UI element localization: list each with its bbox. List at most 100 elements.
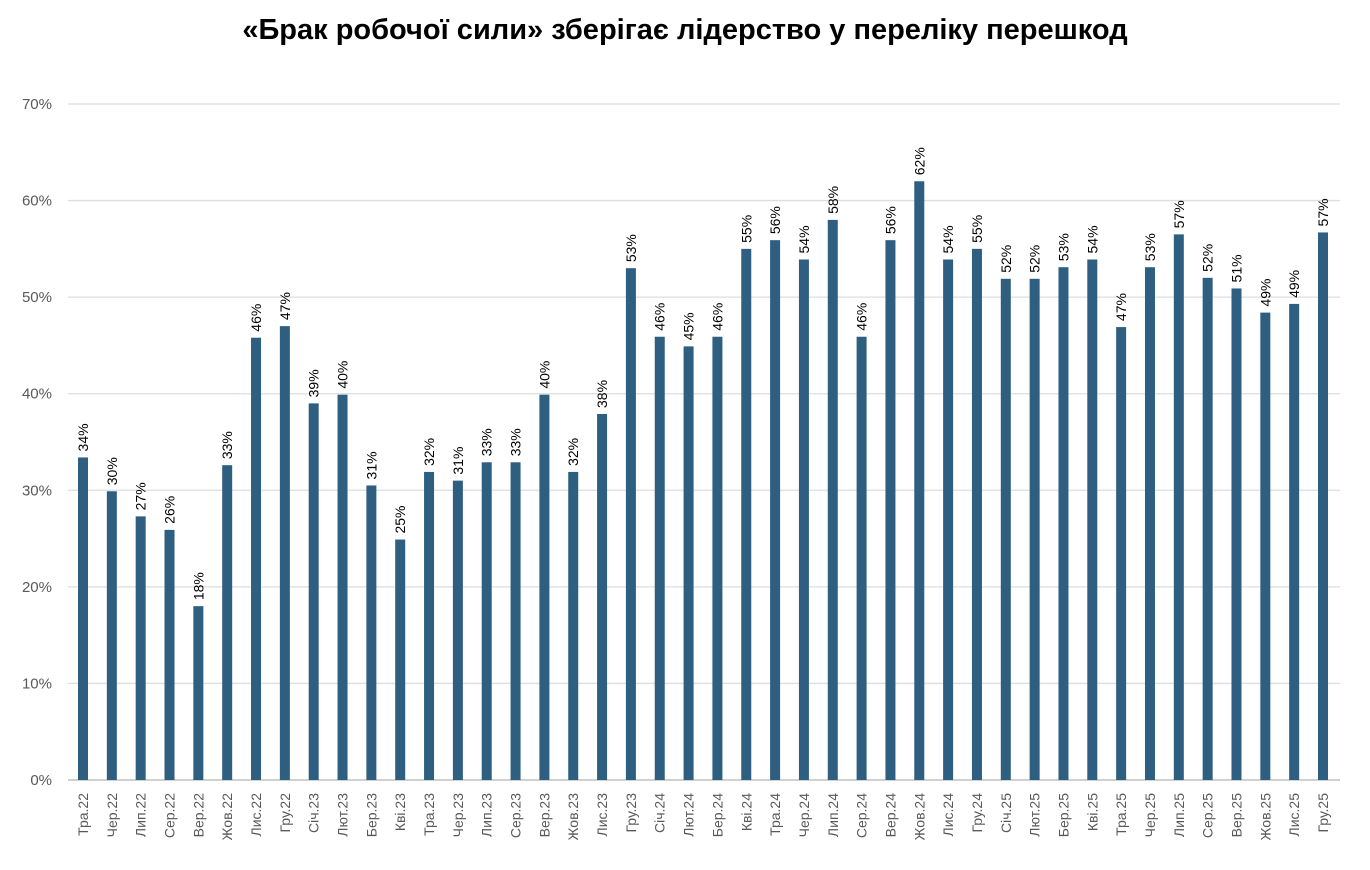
y-tick-label: 70% xyxy=(22,96,52,113)
bar xyxy=(539,394,550,780)
bar xyxy=(827,219,838,780)
data-label: 46% xyxy=(709,303,725,331)
data-label: 54% xyxy=(940,225,956,253)
data-label: 33% xyxy=(219,431,235,459)
data-label: 38% xyxy=(594,380,610,408)
x-tick-label: Тра.23 xyxy=(421,793,437,836)
x-tick-label: Гру.24 xyxy=(969,793,985,833)
bar xyxy=(1173,234,1184,780)
data-label: 31% xyxy=(450,447,466,475)
bar xyxy=(770,240,781,780)
x-tick-label: Бер.25 xyxy=(1055,793,1071,837)
x-tick-label: Січ.23 xyxy=(306,793,322,833)
bar xyxy=(135,516,146,780)
x-tick-label: Жов.23 xyxy=(565,793,581,841)
x-tick-label: Сер.25 xyxy=(1200,793,1216,838)
x-tick-label: Жов.25 xyxy=(1257,793,1273,841)
bar xyxy=(1000,278,1011,780)
data-label: 53% xyxy=(1055,233,1071,261)
data-label: 40% xyxy=(335,361,351,389)
data-label: 47% xyxy=(277,292,293,320)
bar xyxy=(1202,277,1213,780)
data-label: 53% xyxy=(623,234,639,262)
bar xyxy=(1318,232,1328,780)
bar xyxy=(654,336,665,780)
x-tick-label: Кві.23 xyxy=(392,793,408,831)
y-tick-label: 30% xyxy=(22,482,52,499)
data-label: 58% xyxy=(825,186,841,214)
x-tick-label: Лип.24 xyxy=(825,793,841,837)
bar xyxy=(106,491,117,780)
data-label: 57% xyxy=(1315,198,1331,226)
data-label: 39% xyxy=(306,369,322,397)
x-tick-label: Кві.24 xyxy=(738,793,754,831)
bar xyxy=(1087,259,1098,781)
bar xyxy=(222,465,233,780)
bar xyxy=(1231,288,1242,780)
x-tick-label: Жов.22 xyxy=(219,793,235,841)
data-label: 51% xyxy=(1228,254,1244,282)
bar xyxy=(1144,267,1155,781)
y-tick-label: 10% xyxy=(22,675,52,692)
data-label: 30% xyxy=(104,457,120,485)
data-label: 33% xyxy=(508,428,524,456)
x-axis: Тра.22 Чер.22 Лип.22 Сер.22 Вер.22 Жов.22 Лис.… xyxy=(75,793,1331,841)
x-tick-label: Лют.24 xyxy=(681,793,697,837)
bar xyxy=(798,259,809,781)
bar xyxy=(366,485,377,780)
x-tick-label: Чер.22 xyxy=(104,793,120,838)
data-label: 40% xyxy=(536,361,552,389)
x-tick-label: Кві.25 xyxy=(1084,793,1100,831)
bar xyxy=(1260,312,1271,780)
bar xyxy=(971,248,982,780)
x-tick-label: Сер.24 xyxy=(854,793,870,838)
data-label: 47% xyxy=(1113,293,1129,321)
data-label: 32% xyxy=(421,438,437,466)
bar xyxy=(568,471,579,780)
x-tick-label: Гру.25 xyxy=(1315,793,1331,833)
bar xyxy=(395,539,406,780)
bar xyxy=(885,240,896,780)
x-tick-label: Лют.25 xyxy=(1027,793,1043,837)
bar xyxy=(424,471,435,780)
bar xyxy=(741,248,752,780)
x-tick-label: Лип.23 xyxy=(479,793,495,837)
data-label: 52% xyxy=(998,245,1014,273)
data-label: 27% xyxy=(133,482,149,510)
bars xyxy=(78,181,1328,781)
x-tick-label: Гру.23 xyxy=(623,793,639,833)
data-label: 55% xyxy=(738,215,754,243)
bar xyxy=(856,336,867,780)
bar xyxy=(279,326,290,780)
x-tick-label: Лип.22 xyxy=(133,793,149,837)
x-tick-label: Вер.25 xyxy=(1228,793,1244,838)
bar xyxy=(597,413,608,780)
x-tick-label: Січ.25 xyxy=(998,793,1014,833)
bar xyxy=(251,337,262,780)
y-tick-label: 20% xyxy=(22,579,52,596)
data-label: 52% xyxy=(1027,245,1043,273)
data-label: 33% xyxy=(479,428,495,456)
x-tick-label: Чер.23 xyxy=(450,793,466,838)
y-tick-label: 40% xyxy=(22,386,52,403)
bar xyxy=(1058,267,1069,781)
y-axis: 0% 10% 20% 30% 40% 50% 60% 70% xyxy=(22,96,52,789)
data-label: 53% xyxy=(1142,233,1158,261)
data-label: 34% xyxy=(75,423,91,451)
x-tick-label: Бер.23 xyxy=(363,793,379,837)
data-label: 55% xyxy=(969,215,985,243)
x-tick-label: Лют.23 xyxy=(335,793,351,837)
bar xyxy=(164,529,175,780)
data-label: 46% xyxy=(652,303,668,331)
bar xyxy=(625,268,636,780)
data-label: 54% xyxy=(1084,225,1100,253)
x-tick-label: Тра.24 xyxy=(767,793,783,836)
bar xyxy=(452,480,463,780)
x-tick-label: Бер.24 xyxy=(709,793,725,837)
bar xyxy=(193,606,204,780)
data-label: 46% xyxy=(854,303,870,331)
bar xyxy=(337,394,348,780)
data-label: 57% xyxy=(1171,200,1187,228)
data-label: 31% xyxy=(363,451,379,479)
